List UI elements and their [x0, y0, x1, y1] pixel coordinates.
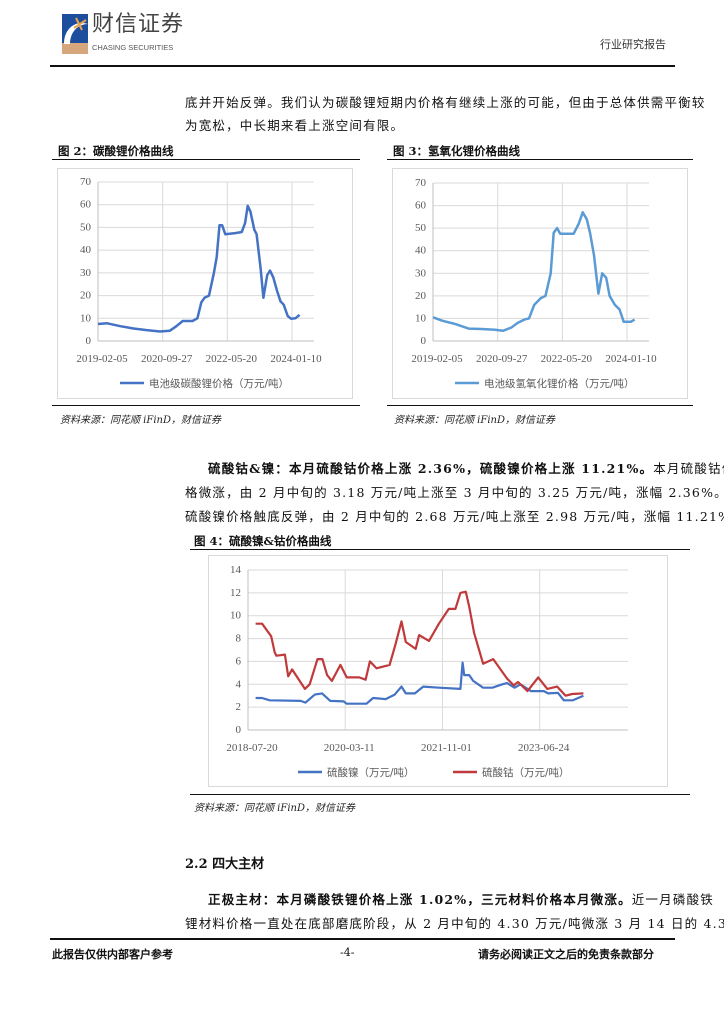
x-tick-label: 2024-01-10 — [605, 353, 657, 365]
x-tick-label: 2021-11-01 — [421, 742, 472, 754]
legend-label: 电池级碳酸锂价格（万元/吨） — [149, 377, 289, 390]
cobalt-para-rest: 本月硫酸钴价 — [653, 461, 724, 476]
y-tick-label: 50 — [415, 222, 427, 234]
y-tick-label: 10 — [230, 610, 242, 622]
y-tick-label: 70 — [415, 177, 427, 189]
logo-text: 财信证券 — [92, 12, 185, 37]
x-tick-label: 2018-07-20 — [226, 742, 278, 754]
legend-label: 硫酸钴（万元/吨） — [482, 766, 570, 779]
y-tick-label: 10 — [415, 312, 427, 324]
y-tick-label: 70 — [80, 176, 92, 188]
logo-subtext: CHASING SECURITIES — [92, 43, 174, 52]
cathode-para-line-1: 正极主材：本月磷酸铁锂价格上涨 1.02%，三元材料价格本月微涨。近一月磷酸铁 — [208, 888, 714, 911]
logo-icon — [62, 14, 88, 54]
x-tick-label: 2022-05-20 — [206, 353, 258, 365]
y-tick-label: 20 — [80, 290, 92, 302]
x-tick-label: 2022-05-20 — [541, 353, 593, 365]
cathode-para-lead: 正极主材：本月磷酸铁锂价格上涨 1.02%，三元材料价格本月微涨。 — [208, 892, 632, 907]
y-tick-label: 0 — [421, 335, 427, 347]
series-line — [97, 204, 301, 333]
legend-label: 硫酸镍（万元/吨） — [327, 766, 415, 779]
x-tick-label: 2024-01-10 — [270, 353, 322, 365]
intro-line-1: 底并开始反弹。我们认为碳酸锂短期内价格有继续上涨的可能，但由于总体供需平衡较 — [185, 95, 706, 110]
report-type: 行业研究报告 — [600, 38, 666, 51]
fig4-source: 资料来源：同花顺 iFinD，财信证券 — [194, 803, 355, 814]
footer-divider — [50, 938, 675, 940]
legend-label: 电池级氢氧化锂价格（万元/吨） — [484, 377, 635, 390]
fig2-chart-frame: 0 10 20 30 40 50 60 70 2019-02-05 2020-09-27 2022-… — [57, 168, 353, 399]
fig2-bottom-rule — [52, 405, 360, 406]
y-tick-label: 40 — [415, 245, 427, 257]
cobalt-para-line-2: 格微涨，由 2 月中旬的 3.18 万元/吨上涨至 3 月中旬的 3.25 万元… — [185, 485, 724, 500]
page-number: -4- — [340, 946, 355, 959]
fig3-title: 图 3：氢氧化锂价格曲线 — [393, 144, 521, 158]
y-tick-label: 2 — [236, 701, 242, 713]
lithium-carbonate-chart: 0 10 20 30 40 50 60 70 2019-02-05 2020-09-27 2022-… — [76, 176, 322, 390]
fig4-chart-frame: 0 2 4 6 8 10 12 14 2018-07-20 2020-03-11 2021-11-0… — [208, 555, 668, 787]
x-tick-label: 2020-09-27 — [476, 353, 528, 365]
y-tick-label: 60 — [415, 200, 427, 212]
cathode-para-rest: 近一月磷酸铁 — [631, 892, 714, 907]
y-tick-label: 40 — [80, 244, 92, 256]
y-tick-label: 12 — [230, 587, 241, 599]
cobalt-para-line-1: 硫酸钴&镍：本月硫酸钴价格上涨 2.36%，硫酸镍价格上涨 11.21%。本月硫… — [208, 457, 724, 480]
fig4-bottom-rule — [190, 794, 690, 795]
section-heading: 2.2 四大主材 — [185, 857, 265, 872]
cobalt-para-line-3: 硫酸镍价格触底反弹，由 2 月中旬的 2.68 万元/吨上涨至 2.98 万元/… — [185, 509, 724, 524]
intro-line-2: 为宽松，中长期来看上涨空间有限。 — [185, 118, 405, 133]
x-tick-label: 2020-09-27 — [141, 353, 193, 365]
y-tick-label: 14 — [230, 564, 242, 576]
y-tick-label: 8 — [236, 633, 242, 645]
series-line — [432, 211, 636, 333]
fig2-title: 图 2：碳酸锂价格曲线 — [58, 144, 174, 158]
y-tick-label: 20 — [415, 290, 427, 302]
fig4-title: 图 4：硫酸镍&钴价格曲线 — [194, 534, 332, 548]
x-tick-label: 2023-06-24 — [518, 742, 570, 754]
fig3-top-rule — [387, 159, 693, 160]
series-line — [255, 590, 584, 697]
lithium-hydroxide-chart: 0 10 20 30 40 50 60 70 2019-02-05 2020-09-27 2022-… — [411, 177, 657, 390]
y-tick-label: 60 — [80, 199, 92, 211]
x-tick-label: 2020-03-11 — [324, 742, 375, 754]
footer-left: 此报告仅供内部客户参考 — [52, 948, 173, 961]
nickel-cobalt-chart: 0 2 4 6 8 10 12 14 2018-07-20 2020-03-11 2021-11-0… — [226, 564, 628, 779]
footer-right: 请务必阅读正文之后的免责条款部分 — [478, 948, 654, 961]
fig4-top-rule — [190, 549, 690, 550]
x-tick-label: 2019-02-05 — [76, 353, 128, 365]
y-tick-label: 6 — [236, 655, 242, 667]
fig2-top-rule — [52, 159, 360, 160]
header-divider — [50, 65, 675, 67]
x-tick-label: 2019-02-05 — [411, 353, 463, 365]
fig3-bottom-rule — [387, 405, 693, 406]
y-tick-label: 30 — [415, 267, 427, 279]
cobalt-para-lead: 硫酸钴&镍：本月硫酸钴价格上涨 2.36%，硫酸镍价格上涨 11.21%。 — [208, 461, 654, 476]
y-tick-label: 50 — [80, 221, 92, 233]
y-tick-label: 0 — [86, 335, 92, 347]
series-line — [255, 661, 584, 705]
y-tick-label: 4 — [236, 678, 242, 690]
fig3-source: 资料来源：同花顺 iFinD，财信证券 — [394, 415, 555, 426]
y-tick-label: 10 — [80, 312, 92, 324]
y-tick-label: 30 — [80, 267, 92, 279]
cathode-para-line-2: 锂材料价格一直处在底部磨底阶段，从 2 月中旬的 4.30 万元/吨微涨 3 月… — [185, 916, 724, 931]
y-tick-label: 0 — [236, 724, 242, 736]
fig2-source: 资料来源：同花顺 iFinD，财信证券 — [60, 415, 221, 426]
fig3-chart-frame: 0 10 20 30 40 50 60 70 2019-02-05 2020-09-27 2022-… — [392, 168, 688, 399]
